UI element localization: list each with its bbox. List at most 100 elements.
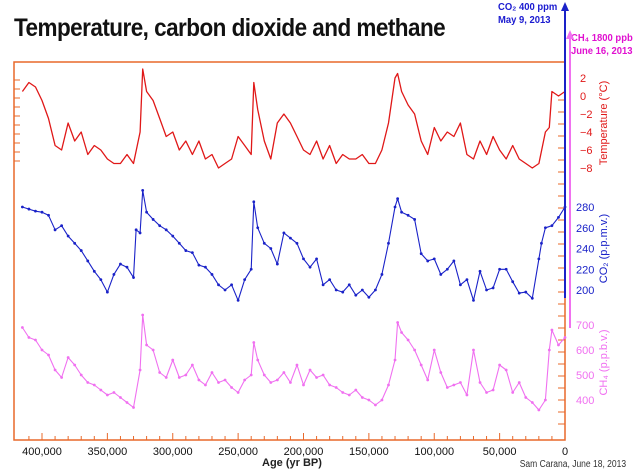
data-point bbox=[47, 353, 50, 357]
data-point bbox=[380, 398, 384, 402]
data-point bbox=[47, 213, 50, 217]
data-point bbox=[321, 283, 325, 287]
data-point bbox=[236, 298, 240, 302]
data-point bbox=[537, 408, 541, 412]
ch4-arrow-head bbox=[566, 30, 574, 39]
data-point bbox=[164, 376, 168, 379]
co2-arrow-head bbox=[561, 2, 569, 11]
data-point bbox=[341, 290, 345, 294]
data-point bbox=[177, 241, 181, 245]
temperature-series bbox=[21, 68, 566, 169]
data-point bbox=[275, 262, 279, 266]
ch4-axis: 700 600 500 400 CH₄ (p.p.b.v.) bbox=[576, 320, 610, 407]
data-point bbox=[419, 252, 423, 256]
data-point bbox=[413, 348, 417, 352]
data-point bbox=[27, 336, 31, 339]
data-point bbox=[354, 388, 358, 392]
data-point bbox=[125, 265, 129, 269]
y-tick-label: 600 bbox=[576, 345, 594, 357]
y-tick-label: 700 bbox=[576, 320, 594, 332]
data-point bbox=[374, 403, 377, 407]
data-point bbox=[119, 262, 122, 266]
y-tick-label: 260 bbox=[576, 223, 594, 235]
data-point bbox=[73, 363, 77, 367]
data-point bbox=[217, 283, 220, 287]
data-point bbox=[119, 396, 122, 399]
co2-annotation: CO₂ 400 ppm May 9, 2013 bbox=[498, 1, 557, 27]
data-point bbox=[66, 234, 70, 238]
data-point bbox=[334, 288, 338, 292]
data-point bbox=[347, 283, 351, 287]
y-tick-label: −2 bbox=[580, 109, 593, 121]
data-point bbox=[563, 336, 567, 339]
data-point bbox=[347, 393, 351, 397]
data-point bbox=[498, 267, 502, 271]
co2-annotation-value: CO₂ 400 ppm bbox=[498, 1, 558, 13]
y-tick-label: 280 bbox=[576, 202, 594, 214]
data-point bbox=[210, 371, 214, 374]
data-point bbox=[252, 200, 256, 204]
data-point bbox=[517, 291, 521, 295]
data-point bbox=[171, 358, 175, 362]
data-point bbox=[439, 371, 443, 374]
data-point bbox=[105, 393, 109, 397]
data-point bbox=[302, 257, 305, 261]
data-point bbox=[27, 207, 31, 211]
data-point bbox=[190, 363, 194, 367]
data-point bbox=[478, 269, 482, 273]
data-point bbox=[99, 278, 103, 282]
data-point bbox=[86, 381, 90, 384]
data-point bbox=[60, 376, 64, 379]
data-point bbox=[105, 290, 109, 294]
y-axes: 2 0 −2 −4 −6 −8 Temperature (°C) 280 260 240 220 20… bbox=[576, 73, 610, 407]
data-point bbox=[249, 267, 253, 271]
data-point bbox=[445, 386, 449, 389]
data-point bbox=[465, 393, 469, 397]
data-point bbox=[141, 313, 145, 317]
chart-title: Temperature, carbon dioxide and methane bbox=[14, 14, 446, 42]
data-point bbox=[66, 356, 70, 359]
data-point bbox=[132, 406, 135, 409]
credit-text: Sam Carana, June 18, 2013 bbox=[519, 459, 626, 470]
data-point bbox=[478, 381, 482, 384]
data-point bbox=[40, 348, 44, 352]
x-tick-label: 400,000 bbox=[22, 446, 62, 458]
data-point bbox=[92, 269, 96, 273]
data-point bbox=[341, 391, 345, 394]
data-point bbox=[112, 273, 116, 276]
data-point bbox=[452, 259, 456, 263]
data-point bbox=[445, 267, 449, 271]
data-point bbox=[393, 205, 397, 209]
data-point bbox=[400, 331, 403, 334]
x-tick-label: 0 bbox=[562, 446, 568, 458]
data-point bbox=[315, 257, 318, 261]
data-point bbox=[406, 338, 410, 342]
co2-axis: 280 260 240 220 200 CO₂ (p.p.m.v.) bbox=[576, 202, 610, 297]
data-point bbox=[321, 373, 325, 377]
data-point bbox=[158, 371, 162, 374]
data-point bbox=[210, 273, 214, 276]
data-point bbox=[524, 290, 528, 294]
x-axis-label: Age (yr BP) bbox=[262, 457, 322, 469]
y-tick-label: 2 bbox=[580, 73, 586, 85]
data-point bbox=[99, 388, 103, 392]
data-point bbox=[354, 293, 358, 297]
data-point bbox=[197, 378, 201, 382]
data-point bbox=[236, 391, 240, 394]
x-tick-label: 200,000 bbox=[284, 446, 324, 458]
data-point bbox=[151, 348, 155, 352]
data-point bbox=[540, 241, 543, 245]
data-point bbox=[282, 371, 286, 374]
x-axis: 400,000 350,000 300,000 250,000 200,000 150,0… bbox=[22, 433, 568, 458]
data-point bbox=[217, 381, 220, 384]
data-point bbox=[367, 398, 371, 402]
data-point bbox=[223, 288, 227, 292]
y-axis-title: CH₄ (p.p.b.v.) bbox=[598, 329, 610, 395]
data-point bbox=[517, 381, 521, 384]
data-point bbox=[112, 391, 116, 394]
data-point bbox=[439, 273, 443, 276]
data-point bbox=[138, 368, 142, 372]
data-point bbox=[374, 288, 377, 292]
data-point bbox=[190, 251, 194, 255]
